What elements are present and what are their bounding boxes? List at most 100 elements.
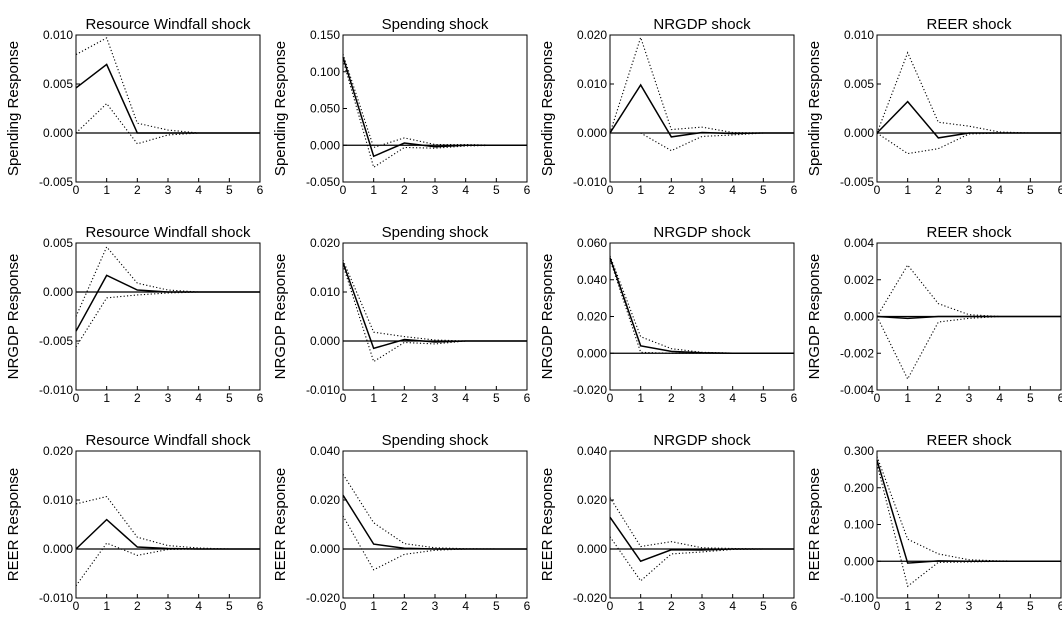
x-tick-label: 2 — [668, 599, 675, 613]
x-tick-label: 3 — [165, 183, 172, 197]
y-tick-label: 0.010 — [43, 493, 73, 507]
y-axis-label: NRGDP Response — [272, 254, 289, 380]
response-line — [342, 262, 527, 350]
x-tick-label: 2 — [134, 183, 141, 197]
x-tick-label: 5 — [493, 183, 500, 197]
x-tick-label: 3 — [432, 599, 439, 613]
x-tick-label: 2 — [935, 599, 942, 613]
confidence-band-line — [876, 315, 1061, 381]
y-tick-label: 0.150 — [310, 28, 340, 42]
panel-title: Spending shock — [382, 432, 489, 449]
y-tick-label: -0.010 — [306, 383, 340, 397]
panel-2-3: NRGDP shock NRGDP Response -0.020 0.000 0.02… — [539, 224, 798, 405]
plot-frame — [75, 242, 261, 391]
plot-frame — [342, 34, 528, 183]
y-tick-label: -0.020 — [573, 383, 607, 397]
x-tick-label: 4 — [462, 183, 469, 197]
x-tick-label: 3 — [699, 599, 706, 613]
x-tick-label: 1 — [904, 183, 911, 197]
x-tick-label: 2 — [668, 183, 675, 197]
panel-1-2: Spending shock Spending Response -0.050 0.0… — [272, 16, 531, 197]
x-tick-label: 0 — [607, 391, 614, 405]
y-tick-label: 0.000 — [310, 138, 340, 152]
y-axis-label: Spending Response — [272, 41, 289, 176]
confidence-band-line — [75, 495, 260, 550]
panel-2-1: Resource Windfall shock NRGDP Response -0.… — [5, 224, 264, 405]
y-tick-label: 0.020 — [43, 444, 73, 458]
y-tick-label: 0.005 — [43, 77, 73, 91]
y-tick-label: 0.000 — [43, 542, 73, 556]
response-line — [75, 274, 260, 332]
x-tick-label: 0 — [73, 391, 80, 405]
confidence-band-line — [75, 102, 260, 145]
panel-2-2: Spending shock NRGDP Response -0.010 0.000 0… — [272, 224, 531, 405]
y-tick-label: -0.020 — [306, 591, 340, 605]
x-tick-label: 1 — [370, 599, 377, 613]
response-line — [609, 257, 794, 354]
x-tick-label: 0 — [73, 183, 80, 197]
x-tick-label: 5 — [493, 599, 500, 613]
x-tick-label: 5 — [760, 183, 767, 197]
x-tick-label: 6 — [1058, 391, 1062, 405]
y-tick-label: 0.020 — [577, 28, 607, 42]
x-tick-label: 4 — [729, 391, 736, 405]
x-tick-label: 4 — [195, 599, 202, 613]
x-tick-label: 2 — [935, 183, 942, 197]
x-tick-label: 0 — [340, 183, 347, 197]
y-tick-label: -0.005 — [39, 175, 73, 189]
x-tick-label: 2 — [134, 599, 141, 613]
y-tick-label: 0.020 — [310, 493, 340, 507]
y-tick-label: 0.010 — [844, 28, 874, 42]
response-line — [876, 459, 1061, 564]
response-line — [876, 315, 1061, 320]
x-tick-label: 2 — [935, 391, 942, 405]
y-tick-label: 0.050 — [310, 102, 340, 116]
y-tick-label: 0.100 — [844, 518, 874, 532]
x-tick-label: 6 — [257, 183, 264, 197]
x-tick-label: 0 — [73, 599, 80, 613]
response-line — [75, 63, 260, 134]
x-tick-label: 3 — [432, 391, 439, 405]
x-tick-label: 3 — [966, 599, 973, 613]
panel-1-3: NRGDP shock Spending Response -0.010 0.000 0… — [539, 16, 798, 197]
confidence-band-line — [876, 463, 1061, 588]
confidence-band-line — [609, 536, 794, 582]
x-tick-label: 6 — [524, 599, 531, 613]
x-tick-label: 5 — [1027, 599, 1034, 613]
x-tick-label: 3 — [699, 391, 706, 405]
confidence-band-line — [75, 37, 260, 134]
x-tick-label: 4 — [462, 599, 469, 613]
y-tick-label: 0.000 — [43, 285, 73, 299]
plot-frame — [876, 450, 1062, 599]
y-axis-label: REER Response — [806, 468, 823, 581]
x-tick-label: 2 — [401, 599, 408, 613]
plot-frame — [876, 34, 1062, 183]
y-tick-label: 0.000 — [310, 334, 340, 348]
y-axis-label: REER Response — [5, 468, 22, 581]
x-tick-label: 5 — [1027, 391, 1034, 405]
x-tick-label: 1 — [103, 599, 110, 613]
x-tick-label: 0 — [607, 183, 614, 197]
x-tick-label: 0 — [607, 599, 614, 613]
x-tick-label: 2 — [668, 391, 675, 405]
y-tick-label: 0.000 — [844, 310, 874, 324]
x-tick-label: 4 — [996, 391, 1003, 405]
x-tick-label: 6 — [791, 183, 798, 197]
x-tick-label: 4 — [195, 183, 202, 197]
x-tick-label: 0 — [340, 391, 347, 405]
y-tick-label: 0.200 — [844, 481, 874, 495]
panel-3-3: NRGDP shock REER Response -0.020 0.000 0.020… — [539, 432, 798, 613]
panel-title: NRGDP shock — [653, 224, 751, 241]
y-tick-label: -0.010 — [573, 175, 607, 189]
y-tick-label: 0.005 — [43, 236, 73, 250]
y-tick-label: 0.010 — [43, 28, 73, 42]
plot-frame — [75, 34, 261, 183]
x-tick-label: 4 — [462, 391, 469, 405]
y-tick-label: 0.002 — [844, 273, 874, 287]
response-line — [342, 56, 527, 158]
confidence-band-line — [609, 497, 794, 550]
response-line — [75, 518, 260, 550]
y-tick-label: -0.050 — [306, 175, 340, 189]
x-tick-label: 5 — [760, 391, 767, 405]
